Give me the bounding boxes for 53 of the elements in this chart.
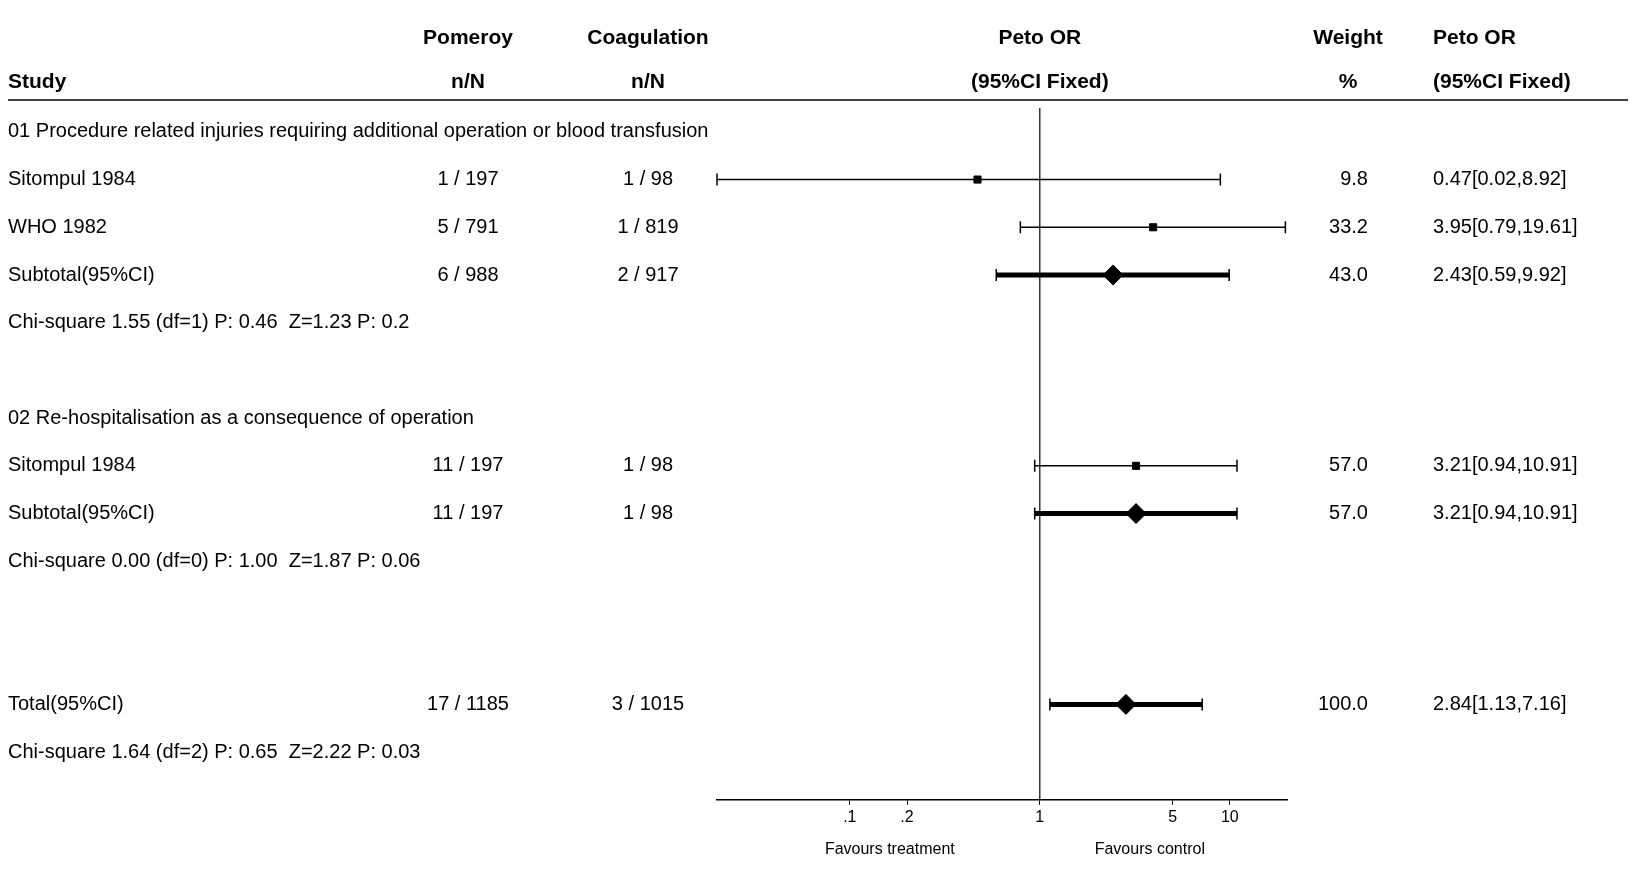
y-tick-label: 02 Re-hospitalisation as a consequence of operation: [8, 405, 474, 428]
y-tick-label: WHO 1982: [8, 214, 107, 237]
x-tick-label: 1: [1035, 807, 1045, 825]
y-tick-label: Subtotal(95%CI): [8, 501, 155, 524]
text: 1 / 98: [622, 453, 674, 476]
text: 3.95[0.79,19.61]: [1433, 214, 1578, 237]
text: 3.21[0.94,10.91]: [1433, 453, 1578, 476]
text: 6 / 988: [437, 262, 499, 285]
text: 5 / 791: [437, 214, 499, 237]
text: 0.47[0.02,8.92]: [1433, 167, 1567, 190]
text: 2.84[1.13,7.16]: [1433, 691, 1567, 714]
text: 1 / 98: [622, 167, 674, 190]
text: 1 / 98: [622, 501, 674, 524]
y-tick-label: Chi-square 0.00 (df=0) P: 1.00 Z=1.87 P: 0.06: [8, 548, 421, 571]
text: 100.0: [1317, 691, 1368, 714]
text: 3 / 1015: [611, 691, 685, 714]
text: 57.0: [1329, 501, 1368, 524]
x-tick-label: 10: [1220, 807, 1239, 825]
y-tick-label: Sitompul 1984: [8, 167, 136, 190]
text: Coagulation: [587, 25, 709, 48]
text: Weight: [1313, 25, 1383, 48]
x-tick-label: 5: [1168, 807, 1178, 825]
text: Favours control: [1094, 840, 1205, 857]
y-tick-label: Chi-square 1.55 (df=1) P: 0.46 Z=1.23 P: 0.2: [8, 310, 410, 333]
text: 9.8: [1340, 167, 1368, 190]
y-tick-label: Sitompul 1984: [8, 453, 136, 476]
y-tick-label: Subtotal(95%CI): [8, 262, 155, 285]
text: 1 / 819: [617, 214, 679, 237]
text: 11 / 197: [432, 453, 504, 476]
text: 2.43[0.59,9.92]: [1433, 262, 1567, 285]
text: Favours treatment: [824, 840, 956, 857]
y-tick-label: Total(95%CI): [8, 691, 124, 714]
text: 17 / 1185: [427, 691, 509, 714]
y-axis-title: Study: [8, 69, 67, 92]
text: 57.0: [1329, 453, 1368, 476]
text: 2 / 917: [617, 262, 679, 285]
text: (95%CI Fixed): [970, 69, 1109, 92]
text: %: [1338, 69, 1358, 92]
y-tick-label: Chi-square 1.64 (df=2) P: 0.65 Z=2.22 P: 0.03: [8, 739, 421, 762]
text: Pomeroy: [423, 25, 514, 48]
text: 43.0: [1329, 262, 1368, 285]
text: 1 / 197: [437, 167, 499, 190]
text: 11 / 197: [432, 501, 504, 524]
text: Peto OR: [1433, 25, 1516, 48]
text: 3.21[0.94,10.91]: [1433, 501, 1578, 524]
text: n/N: [451, 69, 485, 92]
x-tick-label: .1: [843, 807, 857, 825]
text: n/N: [631, 69, 665, 92]
text: 33.2: [1329, 214, 1368, 237]
x-tick-label: .2: [900, 807, 914, 825]
text: (95%CI Fixed): [1433, 69, 1571, 92]
text: Peto OR: [998, 25, 1082, 48]
y-tick-label: 01 Procedure related injuries requiring additional operation or blood transfusion: [8, 119, 709, 142]
